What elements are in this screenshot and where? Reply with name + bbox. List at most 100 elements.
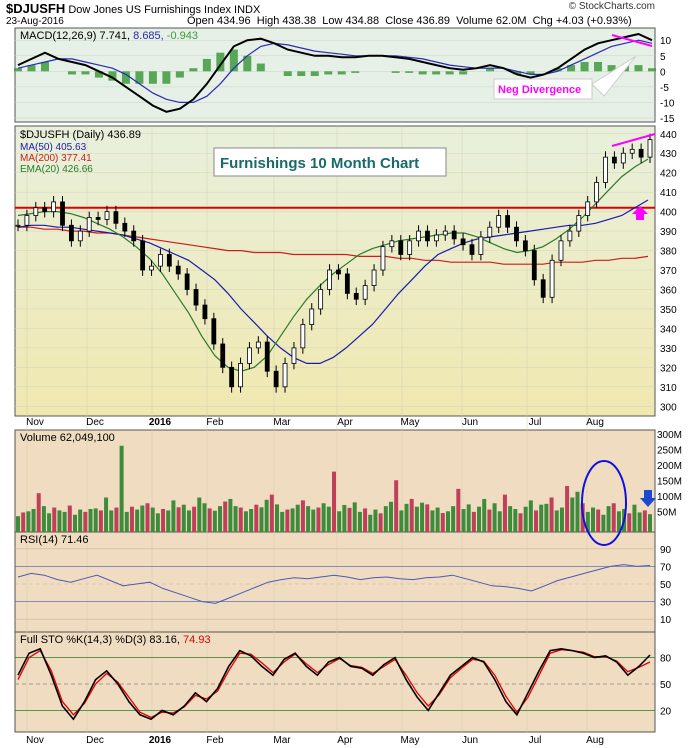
volume-bar — [404, 503, 409, 532]
volume-bar — [254, 504, 259, 532]
price-candle — [193, 289, 199, 306]
price-candle — [371, 269, 377, 286]
volume-bar — [290, 508, 295, 532]
volume-bar — [197, 497, 202, 532]
volume-bar — [477, 506, 482, 532]
price-tick-label: 400 — [660, 208, 677, 219]
sto-tick-label: 20 — [660, 706, 672, 717]
price-candle — [487, 226, 493, 238]
macd-hist-bar — [108, 71, 117, 81]
rsi-tick-label: 50 — [660, 580, 672, 591]
volume-bar — [207, 508, 212, 532]
macd-hist-bar — [594, 62, 603, 72]
index-name: Dow Jones US Furnishings Index — [68, 4, 231, 16]
macd-hist-bar — [256, 63, 265, 72]
volume-bar — [378, 513, 383, 532]
x-axis-label: Apr — [337, 417, 353, 428]
sto-tick-label: 50 — [660, 680, 672, 691]
volume-bar — [295, 504, 300, 532]
price-candle — [220, 343, 226, 368]
macd-hist-bar — [67, 71, 76, 75]
macd-hist-bar — [648, 68, 656, 72]
macd-hist-bar — [580, 62, 589, 72]
close-value: Close 436.89 — [385, 15, 451, 27]
rsi-tick-label: 70 — [660, 562, 672, 573]
macd-hist-bar — [526, 71, 535, 75]
chart-title-box — [213, 147, 447, 177]
volume-bar — [394, 480, 399, 532]
volume-bar — [47, 513, 52, 532]
volume-bar — [357, 511, 362, 532]
macd-hist-bar — [189, 68, 198, 72]
high-value: High 438.38 — [256, 15, 317, 27]
volume-label: Volume 62,049,100 — [20, 432, 115, 444]
price-candle — [567, 230, 573, 242]
volume-bar — [523, 506, 528, 532]
volume-bar — [72, 514, 77, 532]
price-tick-label: 390 — [660, 227, 677, 238]
quote-summary: Open 434.96 High 438.38 Low 434.88 Close… — [187, 15, 632, 27]
price-candle — [620, 152, 626, 164]
price-candle — [416, 230, 421, 242]
x-axis-labels: Nov Nov Dec Dec 2016 2016 Feb Feb Mar Mar Apr Apr Ma… — [26, 417, 604, 746]
volume-bar — [440, 513, 445, 532]
volume-tick-label: 300M — [657, 430, 682, 441]
price-candle — [273, 370, 279, 388]
x-axis-label: 2016 — [149, 735, 172, 746]
macd-hist-bar — [40, 62, 49, 72]
volume-bar — [228, 498, 233, 532]
volume-bar — [62, 511, 67, 532]
volume-bar — [166, 510, 171, 532]
price-candle — [264, 341, 270, 372]
volume-bar — [155, 513, 160, 532]
price-candle — [282, 363, 288, 388]
macd-tick-label: -10 — [660, 98, 675, 109]
stochastic-label: Full STO %K(14,3) %D(3) 83.16, 74.93 — [20, 634, 211, 646]
volume-bar — [52, 507, 57, 532]
volume-bar — [528, 500, 533, 532]
volume-bar — [409, 498, 414, 532]
volume-bar — [565, 486, 570, 532]
volume-bar — [285, 509, 290, 532]
x-axis-label: Jun — [462, 417, 478, 428]
grid-lines — [15, 39, 655, 732]
volume-bar — [559, 507, 564, 532]
price-candle — [104, 211, 110, 220]
x-axis-label: Dec — [86, 417, 104, 428]
x-axis-label: Dec — [86, 735, 104, 746]
price-candle — [184, 273, 190, 290]
macd-hist-bar — [27, 65, 36, 72]
volume-bar — [119, 445, 124, 532]
volume-bar — [611, 503, 616, 532]
macd-hist-bar — [202, 58, 211, 72]
volume-bar — [466, 504, 471, 532]
x-axis-label: 2016 — [149, 417, 172, 428]
stochastic-panel — [14, 631, 656, 733]
macd-panel — [14, 27, 656, 123]
price-candle — [638, 148, 644, 158]
macd-hist-bar — [243, 55, 252, 72]
volume-bar — [88, 509, 93, 532]
price-candle — [380, 246, 386, 271]
chart-header-title: $DJUSFH Dow Jones US Furnishings Index I… — [6, 1, 260, 16]
volume-bar — [181, 504, 186, 532]
macd-hist-bar — [216, 52, 225, 72]
price-candle — [95, 217, 101, 220]
volume-bar — [456, 488, 461, 532]
price-tick-label: 310 — [660, 383, 677, 394]
volume-bar — [554, 510, 559, 532]
volume-bar — [104, 497, 109, 532]
volume-bar — [337, 511, 342, 532]
volume-bar — [93, 508, 98, 532]
x-axis-label: Mar — [273, 735, 291, 746]
macd-hist-bar — [445, 71, 454, 75]
macd-hist-bar — [162, 71, 171, 84]
volume-bar — [606, 506, 611, 532]
volume-bar — [383, 506, 388, 532]
price-tick-label: 430 — [660, 149, 677, 160]
volume-bar — [482, 498, 487, 532]
price-candle — [158, 254, 163, 267]
volume-bar — [171, 500, 176, 532]
ema20-line — [17, 158, 649, 372]
price-candle — [175, 265, 181, 275]
